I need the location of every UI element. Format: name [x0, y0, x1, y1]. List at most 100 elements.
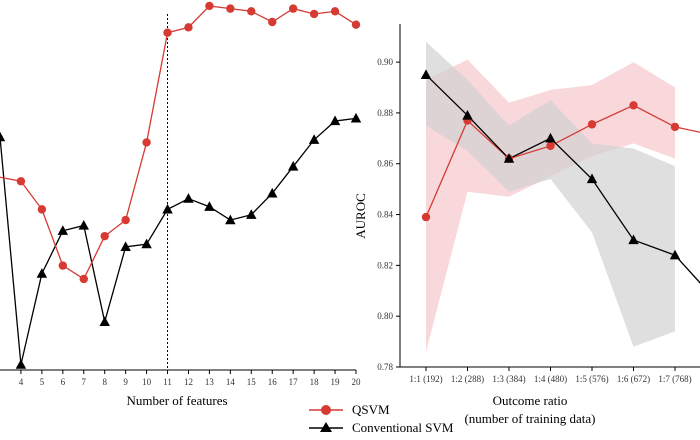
right-chart-panel: 0.780.800.820.840.860.880.90 1:1 (192) 1:…	[353, 24, 700, 426]
svm-point	[78, 219, 89, 230]
left-chart-x-axis-title: Number of features	[126, 393, 227, 408]
qsvm-point	[184, 23, 193, 32]
legend: QSVM Conventional SVM	[309, 402, 454, 435]
qsvm-line	[0, 5, 357, 280]
qsvm-point	[205, 1, 214, 11]
left-chart-panel: 4 5 6 7 8 9 10 11 12 13 14 15 16 17 18 19 20 Number of f…	[0, 1, 362, 408]
svm-point	[162, 203, 173, 214]
right-chart-x-tick-label: 1:6 (672)	[617, 374, 650, 384]
right-chart-series	[420, 69, 700, 284]
left-chart-x-ticks: 4 5 6 7 8 9 10 11 12 13 14 15 16 17 18 19 20	[19, 370, 361, 387]
qsvm-point	[121, 215, 130, 225]
qsvm-point	[16, 177, 26, 186]
qsvm-point	[421, 212, 431, 222]
qsvm-point	[546, 141, 555, 151]
qsvm-point	[670, 122, 680, 132]
left-chart-x-tick-label: 15	[247, 377, 257, 387]
svm-point	[420, 69, 432, 79]
left-chart-x-tick-label: 5	[40, 377, 45, 387]
left-chart-x-tick-label: 6	[61, 377, 66, 387]
left-chart-x-tick-label: 19	[331, 377, 341, 387]
left-chart-x-tick-label: 17	[289, 377, 299, 387]
right-chart-x-tick-label: 1:5 (576)	[575, 374, 608, 384]
left-chart-x-tick-label: 7	[82, 377, 87, 387]
right-chart-y-tick-label: 0.88	[377, 108, 393, 118]
svm-point	[329, 115, 341, 126]
svm-point	[545, 132, 556, 143]
qsvm-point	[288, 4, 298, 13]
qsvm-point	[587, 120, 597, 129]
left-chart-x-tick-label: 16	[268, 377, 278, 387]
qsvm-point	[79, 274, 88, 284]
right-chart-x-ticks: 1:1 (192) 1:2 (288) 1:3 (384) 1:4 (480) 1:5 …	[409, 367, 692, 384]
svm-point	[267, 187, 278, 198]
qsvm-point	[629, 101, 638, 110]
svm-point	[204, 201, 215, 211]
legend-svm-label: Conventional SVM	[352, 420, 454, 435]
right-chart-y-tick-label: 0.78	[377, 362, 393, 372]
left-chart-x-tick-label: 11	[163, 377, 172, 387]
left-chart-x-tick-label: 13	[205, 377, 215, 387]
qsvm-point	[247, 7, 256, 16]
qsvm-point	[226, 4, 235, 13]
right-chart-x-tick-label: 1:4 (480)	[534, 374, 567, 384]
svm-point	[141, 238, 152, 249]
legend-qsvm-label: QSVM	[352, 402, 390, 417]
left-chart-x-tick-label: 10	[142, 377, 152, 387]
right-chart-y-tick-label: 0.84	[377, 210, 393, 220]
right-chart-y-ticks: 0.78 0.80 0.82 0.84 0.86 0.88 0.90	[377, 57, 400, 372]
svm-line	[425, 74, 700, 284]
left-chart-x-tick-label: 9	[123, 377, 128, 387]
left-chart-x-tick-label: 12	[184, 377, 193, 387]
svm-point	[99, 316, 110, 326]
right-chart-x-axis-title: Outcome ratio	[493, 393, 568, 408]
svm-point	[225, 214, 236, 225]
legend-qsvm-marker	[321, 405, 331, 415]
svm-confidence-band	[426, 41, 675, 347]
svm-point	[0, 131, 6, 142]
right-chart-x-tick-label: 1:2 (288)	[451, 374, 484, 384]
svm-point	[462, 109, 473, 120]
svm-point	[183, 193, 194, 203]
qsvm-point	[100, 231, 109, 241]
left-chart-series	[0, 1, 362, 369]
right-chart-x-tick-label: 1:1 (192)	[409, 374, 442, 384]
right-chart-x-tick-label: 1:7 (768)	[658, 374, 691, 384]
right-chart-y-tick-label: 0.82	[377, 260, 393, 270]
left-chart-x-tick-label: 4	[19, 377, 24, 387]
right-chart-x-tick-label: 1:3 (384)	[492, 374, 525, 384]
qsvm-point	[163, 28, 172, 37]
left-chart-x-tick-label: 8	[102, 377, 107, 387]
svm-point	[350, 112, 362, 123]
qsvm-point	[330, 7, 340, 16]
right-chart-y-tick-label: 0.80	[377, 311, 393, 321]
right-chart-y-tick-label: 0.90	[377, 57, 393, 67]
right-chart-confidence-bands	[426, 41, 675, 352]
qsvm-point	[351, 20, 361, 29]
svm-point	[287, 161, 299, 171]
qsvm-point	[37, 205, 47, 214]
svm-point	[57, 225, 69, 235]
svm-point	[36, 268, 48, 278]
svm-line	[0, 117, 357, 365]
right-chart-x-axis-subtitle: (number of training data)	[464, 411, 595, 426]
svm-point	[503, 153, 515, 163]
left-chart-x-tick-label: 14	[226, 377, 236, 387]
svm-point	[669, 249, 681, 260]
legend-svm-marker	[320, 422, 332, 432]
qsvm-point	[142, 138, 151, 147]
right-chart-y-tick-label: 0.86	[377, 159, 393, 169]
svm-point	[308, 134, 320, 144]
left-chart-x-tick-label: 18	[310, 377, 320, 387]
svm-point	[246, 209, 257, 219]
svm-point	[120, 241, 131, 251]
qsvm-point	[268, 17, 277, 27]
svm-point	[628, 234, 639, 245]
svm-point	[15, 359, 27, 369]
qsvm-point	[58, 261, 68, 270]
right-chart-y-axis-title: AUROC	[353, 193, 368, 239]
left-chart-x-tick-label: 20	[352, 377, 362, 387]
qsvm-line	[425, 104, 700, 218]
qsvm-point	[309, 9, 319, 19]
